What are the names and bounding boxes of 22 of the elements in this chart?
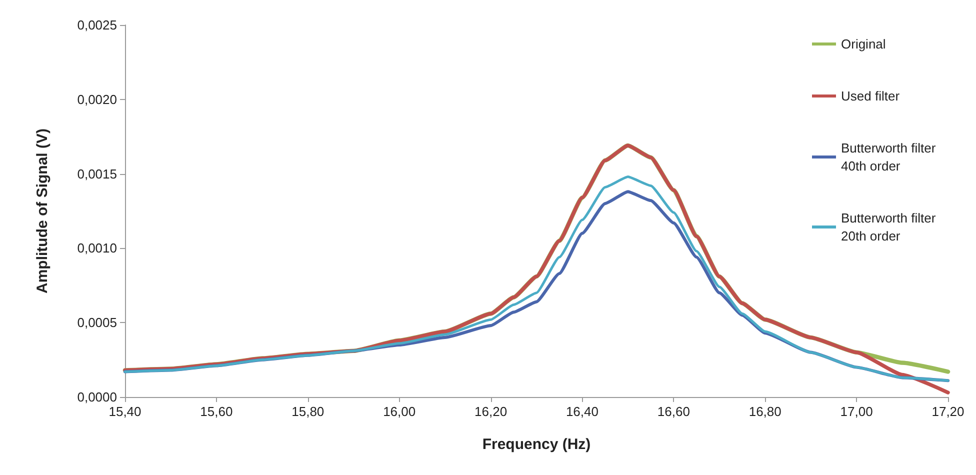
x-tick-label: 15,40 bbox=[108, 404, 142, 419]
x-tick-label: 16,60 bbox=[657, 404, 690, 419]
x-axis-title: Frequency (Hz) bbox=[482, 436, 591, 453]
x-tick-label: 16,40 bbox=[566, 404, 598, 419]
legend-label: Used filter bbox=[841, 88, 900, 104]
y-tick-label: 0,0005 bbox=[77, 315, 117, 330]
y-tick-label: 0,0015 bbox=[77, 166, 117, 182]
legend-label: Original bbox=[841, 36, 886, 52]
x-tick-label: 17,00 bbox=[840, 404, 873, 419]
x-tick-label: 16,80 bbox=[748, 404, 782, 419]
y-tick-label: 0,0010 bbox=[77, 240, 117, 256]
y-tick-label: 0,0020 bbox=[77, 92, 117, 107]
legend-label: Butterworth filter 20th order bbox=[841, 210, 940, 244]
y-tick-label: 0,0000 bbox=[77, 390, 117, 404]
x-tick-label: 16,00 bbox=[383, 404, 416, 419]
x-tick-label: 15,80 bbox=[292, 404, 324, 419]
y-axis-title: Amplitude of Signal (V) bbox=[34, 128, 51, 294]
legend-label: Butterworth filter 40th order bbox=[841, 140, 940, 174]
x-tick-label: 17,20 bbox=[932, 404, 964, 419]
x-tick-label: 16,20 bbox=[474, 404, 508, 419]
x-tick-label: 15,60 bbox=[200, 404, 233, 419]
y-tick-label: 0,0025 bbox=[77, 18, 117, 32]
